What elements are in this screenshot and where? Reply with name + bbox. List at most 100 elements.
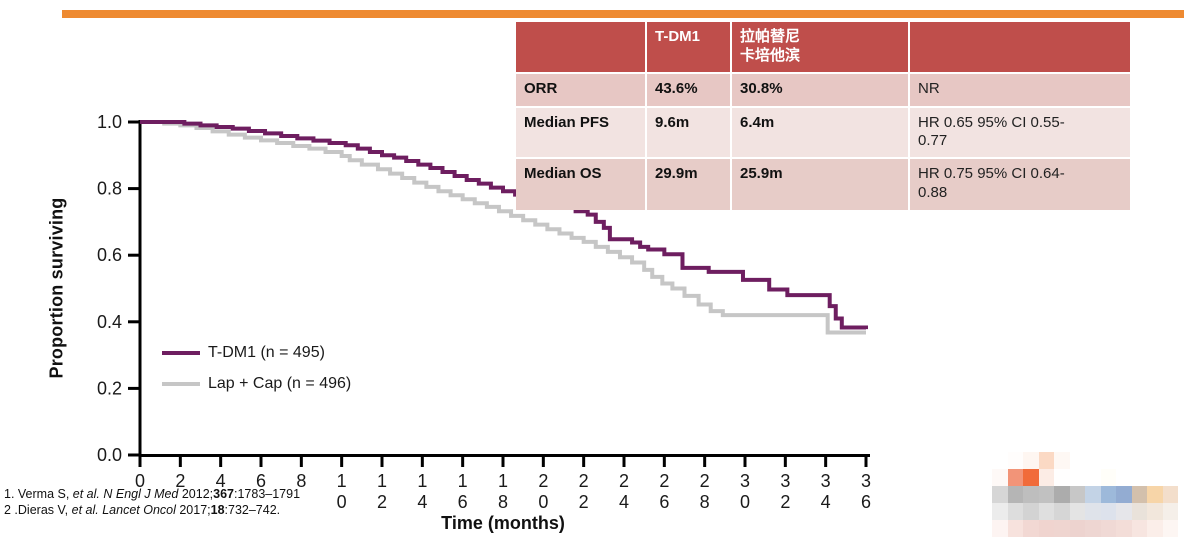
- y-tick-label: 0.2: [97, 378, 122, 398]
- reference-segment: 2 .Dieras V,: [4, 503, 72, 517]
- row-orr-label: ORR: [516, 71, 645, 106]
- row-pfs-label: Median PFS: [516, 105, 645, 157]
- logo-pixel: [1100, 469, 1116, 486]
- reference-segment: et al. Lancet Oncol: [71, 503, 180, 517]
- logo-pixel: [1116, 486, 1132, 503]
- blurred-logo: [992, 452, 1178, 537]
- references: 1. Verma S, et al. N Engl J Med 2012;367…: [4, 486, 300, 518]
- logo-pixel: [1038, 452, 1054, 469]
- reference-segment: 367: [213, 487, 234, 501]
- x-axis-title: Time (months): [441, 513, 565, 533]
- x-tick-label: 4: [216, 471, 226, 491]
- row-pfs-lapcap: 6.4m: [730, 105, 908, 157]
- x-tick-label: 8: [296, 471, 306, 491]
- logo-pixel: [1038, 469, 1054, 486]
- logo-pixel: [1147, 469, 1163, 486]
- row-os-label: Median OS: [516, 157, 645, 210]
- reference-segment: 1. Verma S,: [4, 487, 73, 501]
- row-os-tdm1: 29.9m: [645, 157, 730, 210]
- y-tick-label: 0.0: [97, 445, 122, 465]
- survival-curve-lap: [140, 120, 866, 335]
- results-table: T-DM1 拉帕替尼 卡培他滨 ORR 43.6% 30.8% NR Media…: [516, 22, 1130, 210]
- tdm1-line-swatch: [162, 351, 200, 355]
- logo-pixel: [1023, 452, 1039, 469]
- logo-pixel: [1069, 486, 1085, 503]
- logo-pixel: [1054, 520, 1070, 537]
- logo-pixel: [1116, 503, 1132, 520]
- legend-item-lapcap: Lap + Cap (n = 496): [162, 373, 351, 395]
- logo-pixel: [1054, 469, 1070, 486]
- table-header-lapatinib-capecitabine: 拉帕替尼 卡培他滨: [730, 22, 908, 72]
- logo-pixel: [1085, 503, 1101, 520]
- logo-pixel: [992, 469, 1008, 486]
- logo-pixel: [1147, 452, 1163, 469]
- logo-pixel: [992, 486, 1008, 503]
- logo-pixel: [1069, 452, 1085, 469]
- logo-pixel: [1100, 452, 1116, 469]
- reference-segment: et al. N Engl J Med: [72, 487, 182, 501]
- logo-pixel: [1147, 520, 1163, 537]
- logo-pixel: [992, 503, 1008, 520]
- logo-pixel: [1116, 469, 1132, 486]
- logo-pixel: [1007, 469, 1023, 486]
- logo-pixel: [1054, 503, 1070, 520]
- logo-pixel: [1162, 503, 1178, 520]
- reference-segment: :1783–1791: [234, 487, 301, 501]
- top-accent-bar: [62, 10, 1184, 18]
- table-header-tdm1: T-DM1: [645, 22, 730, 72]
- lapcap-line-swatch: [162, 382, 200, 386]
- survival-curve-t-dm1: [140, 120, 868, 330]
- legend-label-tdm1: T-DM1 (n = 495): [208, 344, 325, 361]
- legend-item-tdm1: T-DM1 (n = 495): [162, 342, 351, 364]
- logo-pixel: [1054, 452, 1070, 469]
- logo-pixel: [1038, 486, 1054, 503]
- row-orr-hr: NR: [908, 71, 1130, 106]
- row-orr-lapcap: 30.8%: [730, 71, 908, 106]
- logo-pixel: [1023, 503, 1039, 520]
- row-os-lapcap: 25.9m: [730, 157, 908, 210]
- chart-legend: T-DM1 (n = 495) Lap + Cap (n = 496): [162, 342, 351, 395]
- row-pfs-hr: HR 0.65 95% CI 0.55- 0.77: [908, 105, 1130, 157]
- logo-pixel: [1054, 486, 1070, 503]
- y-tick-label: 0.6: [97, 245, 122, 265]
- logo-pixel: [1069, 503, 1085, 520]
- logo-pixel: [1131, 503, 1147, 520]
- logo-pixel: [1147, 503, 1163, 520]
- logo-pixel: [1085, 486, 1101, 503]
- logo-pixel: [1162, 452, 1178, 469]
- logo-pixel: [1038, 503, 1054, 520]
- logo-pixel: [1069, 520, 1085, 537]
- x-tick-label: 6: [256, 471, 266, 491]
- row-pfs-tdm1: 9.6m: [645, 105, 730, 157]
- logo-pixel: [1100, 503, 1116, 520]
- x-tick-label: 0: [135, 471, 145, 491]
- y-tick-label: 0.4: [97, 312, 122, 332]
- logo-pixel: [1038, 520, 1054, 537]
- table-header-empty: [516, 22, 645, 72]
- y-axis-title: Proportion surviving: [46, 197, 67, 379]
- logo-pixel: [1007, 503, 1023, 520]
- table-header-hr: [908, 22, 1130, 72]
- logo-pixel: [1007, 520, 1023, 537]
- logo-pixel: [1007, 452, 1023, 469]
- logo-pixel: [1131, 520, 1147, 537]
- logo-pixel: [1131, 469, 1147, 486]
- logo-pixel: [1085, 469, 1101, 486]
- logo-pixel: [1023, 469, 1039, 486]
- reference-segment: 18: [210, 503, 225, 517]
- row-os-hr: HR 0.75 95% CI 0.64- 0.88: [908, 157, 1130, 210]
- logo-pixel: [1131, 452, 1147, 469]
- logo-pixel: [992, 520, 1008, 537]
